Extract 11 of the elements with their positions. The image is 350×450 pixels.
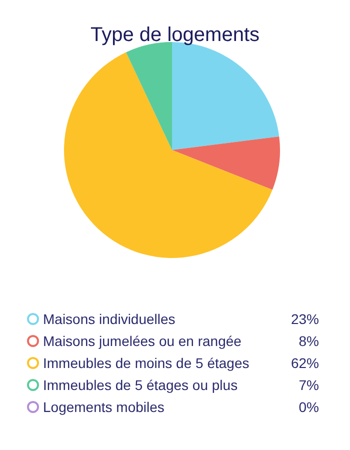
text: 0% bbox=[298, 399, 319, 415]
data-label: 62% bbox=[290, 355, 319, 371]
legend-label: Immeubles de 5 étages ou plus bbox=[43, 377, 238, 393]
legend-label: Maisons jumelées ou en rangée bbox=[43, 333, 242, 349]
data-label: 7% bbox=[298, 377, 319, 393]
legend-label: Maisons individuelles bbox=[43, 311, 176, 327]
data-label: 8% bbox=[298, 333, 319, 349]
data-label: 23% bbox=[290, 311, 319, 327]
legend-label: Immeubles de moins de 5 étages bbox=[43, 355, 250, 371]
legend-label: Logements mobiles bbox=[43, 399, 164, 415]
chart-title: Type de logements bbox=[90, 24, 260, 46]
